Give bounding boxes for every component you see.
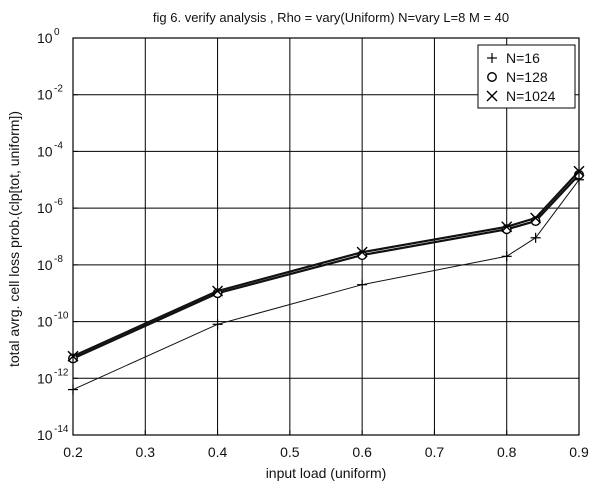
legend-item: N=1024 [486, 88, 556, 104]
y-tick-base: 10 [37, 87, 53, 103]
y-tick-exponent: -12 [54, 367, 69, 378]
x-marker [356, 246, 368, 258]
y-tick-exponent: -14 [54, 424, 69, 435]
y-tick-base: 10 [37, 370, 53, 386]
plus-marker [530, 232, 541, 243]
x-tick-label: 0.3 [136, 444, 156, 460]
y-tick-base: 10 [37, 200, 53, 216]
y-tick-base: 10 [37, 427, 53, 443]
series-n-128 [68, 169, 584, 364]
legend-item: N=16 [487, 50, 540, 66]
series-n-1024 [67, 165, 585, 362]
y-tick-base: 10 [37, 30, 53, 46]
y-tick-exponent: -6 [54, 197, 63, 208]
series-line [72, 174, 580, 360]
y-tick-label: 10 -4 [37, 140, 63, 159]
x-tick-label: 0.6 [352, 444, 372, 460]
x-tick-label: 0.7 [425, 444, 445, 460]
circle-marker [487, 72, 497, 82]
plus-marker [487, 53, 497, 63]
plus-marker [212, 319, 223, 330]
series-line [72, 179, 580, 391]
y-tick-label: 10 0 [37, 27, 60, 46]
legend: N=16 N=128 N=1024 [477, 44, 576, 109]
y-tick-label: 10 -6 [37, 197, 63, 216]
plot-frame [72, 37, 580, 436]
legend-label: N=16 [506, 50, 540, 66]
x-tick-label: 0.9 [569, 444, 589, 460]
y-tick-base: 10 [37, 257, 53, 273]
y-tick-label: 10 -12 [37, 367, 69, 386]
y-tick-label: 10 -10 [37, 311, 69, 330]
x-tick-label: 0.4 [208, 444, 228, 460]
series-layer [67, 165, 585, 395]
legend-item: N=128 [487, 69, 548, 85]
tick-labels: 0.2 0.3 0.4 0.5 0.6 0.7 0.8 0.910 010 -210 -410 -61… [37, 27, 589, 460]
plus-marker [501, 251, 512, 262]
y-tick-base: 10 [37, 314, 53, 330]
y-tick-label: 10 -8 [37, 254, 63, 273]
plus-marker [357, 279, 368, 290]
y-tick-exponent: -4 [54, 140, 63, 151]
legend-label: N=128 [506, 69, 548, 85]
y-tick-label: 10 -2 [37, 84, 63, 103]
chart-title: fig 6. verify analysis , Rho = vary(Unif… [153, 10, 509, 25]
y-tick-exponent: -8 [54, 254, 63, 265]
series-line [72, 170, 580, 358]
y-axis-label: total avrg. cell loss prob.(clp[tot, uni… [6, 111, 22, 367]
y-tick-base: 10 [37, 143, 53, 159]
x-tick-label: 0.2 [63, 444, 83, 460]
x-marker [486, 90, 498, 102]
x-marker [530, 212, 542, 224]
x-axis-label: input load (uniform) [266, 465, 387, 481]
x-tick-label: 0.8 [497, 444, 517, 460]
x-marker [212, 285, 224, 297]
legend-label: N=1024 [506, 88, 556, 104]
x-tick-label: 0.5 [280, 444, 300, 460]
y-tick-label: 10 -14 [37, 424, 69, 443]
y-tick-exponent: -10 [54, 311, 69, 322]
x-marker [501, 221, 513, 233]
y-tick-exponent: -2 [54, 84, 63, 95]
y-tick-exponent: 0 [54, 27, 60, 38]
